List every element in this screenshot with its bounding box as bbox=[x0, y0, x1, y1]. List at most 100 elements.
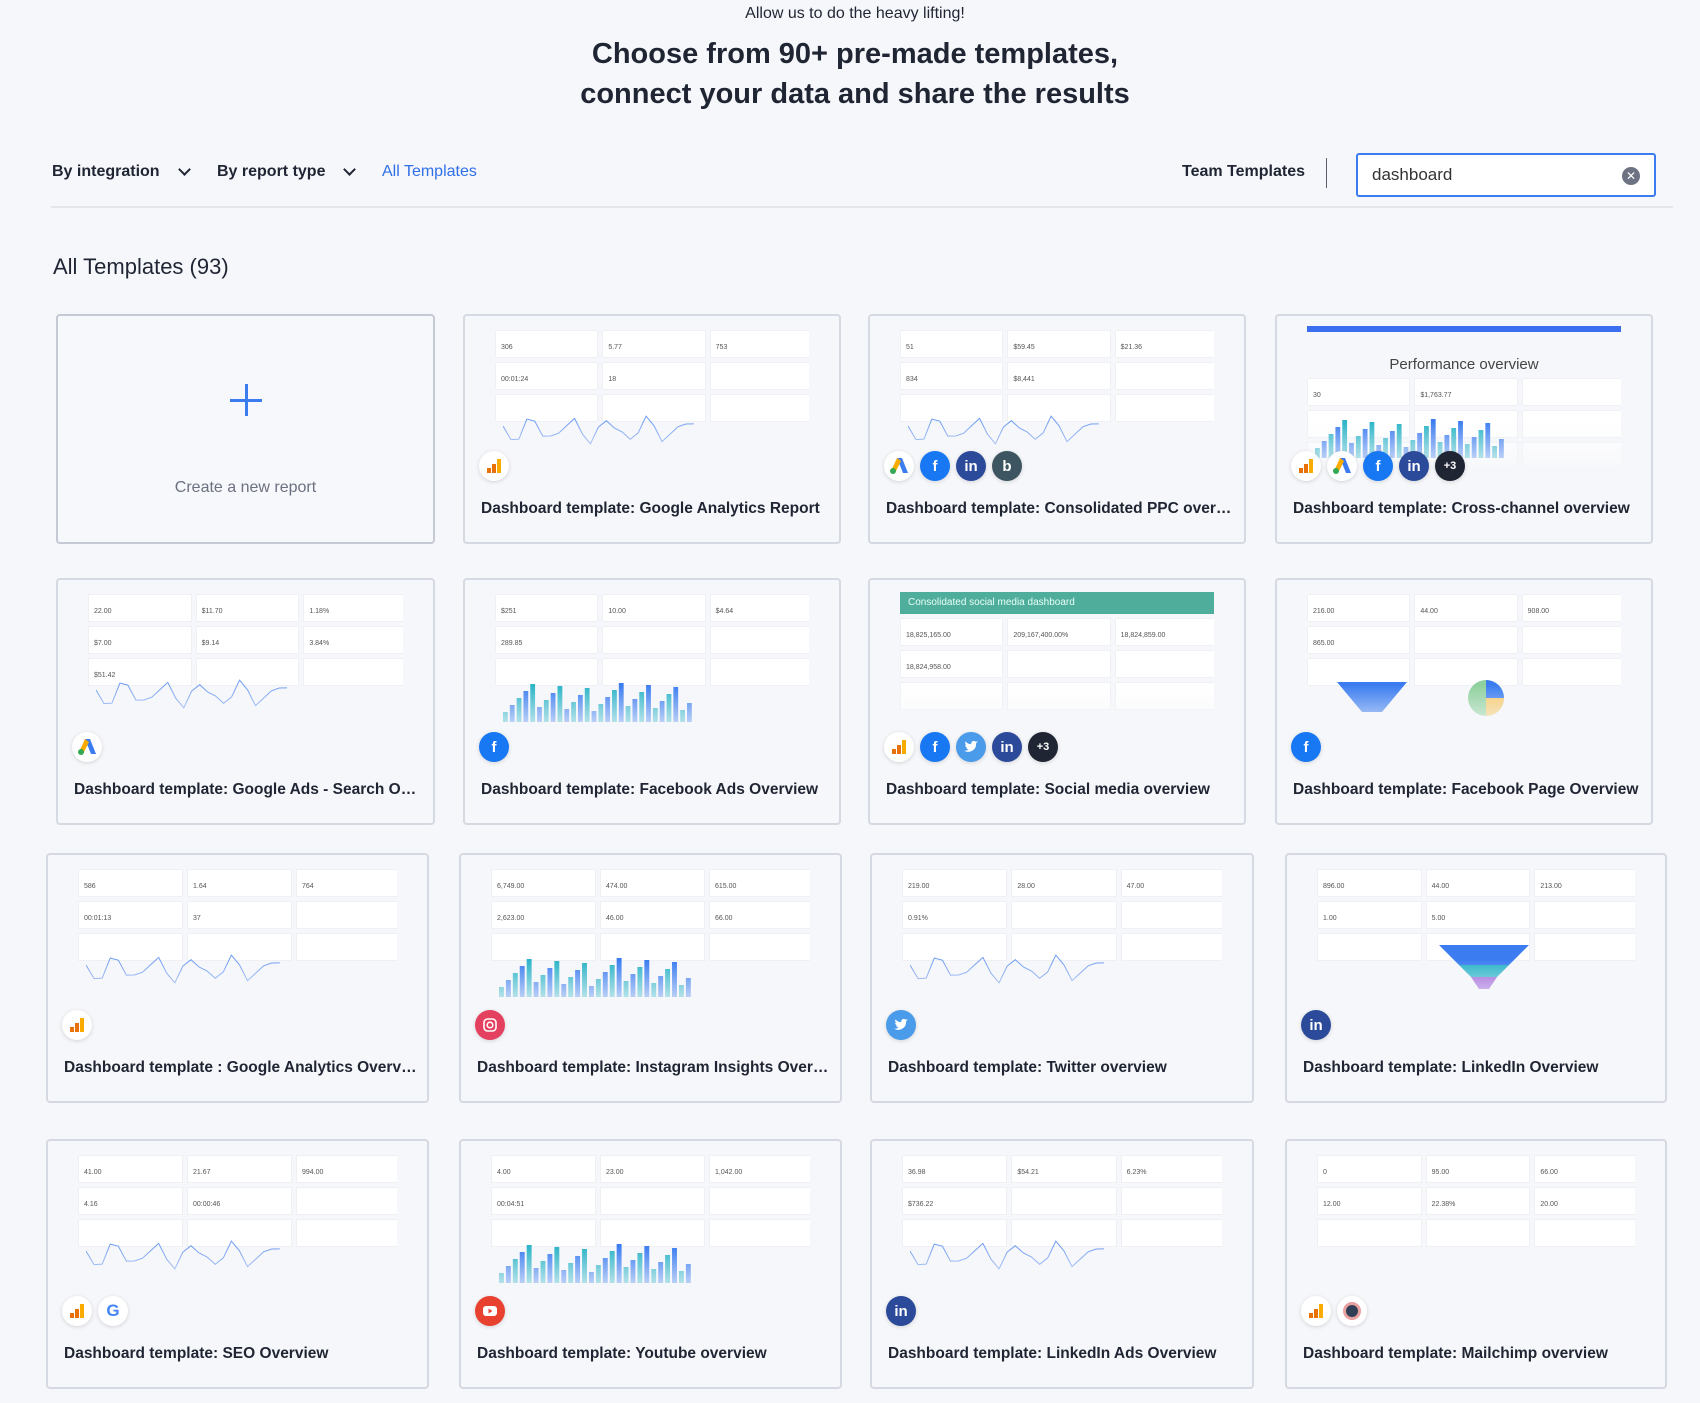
divider bbox=[1326, 158, 1327, 188]
preview-value: $54.21 bbox=[1017, 1169, 1039, 1176]
divider bbox=[51, 206, 1673, 208]
preview-value: 18,824,958.00 bbox=[906, 664, 951, 671]
create-new-report-card[interactable]: Create a new report bbox=[56, 314, 435, 544]
google-ads-icon bbox=[1327, 451, 1357, 481]
linkedin-icon: in bbox=[886, 1296, 916, 1326]
preview-tile bbox=[1534, 933, 1635, 961]
preview-value: 2,623.00 bbox=[497, 915, 525, 922]
preview-tile bbox=[88, 626, 192, 654]
template-card[interactable]: 22.00 $11.70 1.18% $7.00 $9.14 3.84% $51.42 Das… bbox=[56, 578, 435, 825]
preview-heading: Performance overview bbox=[1389, 356, 1539, 373]
linkedin-icon: in bbox=[1399, 451, 1429, 481]
filter-by-report-type[interactable]: By report type bbox=[217, 163, 357, 181]
template-title: Dashboard template: Social media overvie… bbox=[886, 781, 1210, 798]
team-templates-link[interactable]: Team Templates bbox=[1182, 163, 1306, 180]
facebook-icon: f bbox=[479, 732, 509, 762]
template-card[interactable]: Performance overview 30 $1,763.77 f in +3 Dash… bbox=[1275, 314, 1653, 544]
template-card[interactable]: 41.00 21.67 994.00 4.16 00:00:46 G Dashboard t… bbox=[46, 1139, 429, 1389]
template-title: Dashboard template: Google Analytics Rep… bbox=[481, 500, 820, 517]
preview-value: 66.00 bbox=[715, 915, 733, 922]
search-input[interactable] bbox=[1372, 165, 1612, 185]
integration-icons: in bbox=[886, 1296, 916, 1326]
integration-icons: f in +3 bbox=[1291, 451, 1465, 481]
preview-banner: Consolidated social media dashboard bbox=[900, 592, 1214, 614]
preview-value: 764 bbox=[302, 883, 314, 890]
preview-tile bbox=[1120, 1155, 1222, 1183]
integration-icons: in bbox=[1301, 1010, 1331, 1040]
template-card[interactable]: 216.00 44.00 908.00 865.00 f Dashboard templa… bbox=[1275, 578, 1653, 825]
template-card[interactable]: 51 $59.45 $21.36 834 $8,441 f in b Dashboard tem… bbox=[868, 314, 1246, 544]
template-preview: $251 10.00 $4.64 289.85 bbox=[495, 590, 809, 730]
preview-value: 3.84% bbox=[309, 640, 330, 647]
section-title: All Templates (93) bbox=[53, 254, 229, 279]
template-card[interactable]: 0 95.00 66.00 12.00 22.38% 20.00 Dashboard tem… bbox=[1285, 1139, 1667, 1389]
template-card[interactable]: 4.00 23.00 1,042.00 00:04:51 Dashboard templ… bbox=[459, 1139, 842, 1389]
preview-fade bbox=[1307, 421, 1621, 466]
template-preview: 219.00 28.00 47.00 0.91% bbox=[902, 865, 1222, 1005]
preview-value: 896.00 bbox=[1323, 883, 1345, 890]
clear-search-icon[interactable]: ✕ bbox=[1622, 167, 1640, 185]
preview-fade bbox=[495, 421, 809, 466]
facebook-icon: f bbox=[1363, 451, 1393, 481]
preview-value: 289.85 bbox=[501, 640, 523, 647]
google-icon: G bbox=[98, 1296, 128, 1326]
template-preview: 6,749.00 474.00 615.00 2,623.00 46.00 66.00 bbox=[491, 865, 810, 1005]
preview-fade bbox=[1317, 960, 1635, 1005]
integration-icons bbox=[62, 1010, 92, 1040]
preview-tile bbox=[1425, 1155, 1531, 1183]
template-card[interactable]: 36.98 $54.21 6.23% $736.22 in Dashboard templ… bbox=[870, 1139, 1254, 1389]
preview-value: $1,763.77 bbox=[1420, 392, 1452, 399]
preview-tile bbox=[495, 362, 599, 390]
preview-tile bbox=[600, 869, 705, 897]
preview-value: 5.77 bbox=[608, 344, 622, 351]
linkedin-icon: in bbox=[956, 451, 986, 481]
preview-value: 47.00 bbox=[1126, 883, 1145, 890]
filter-all-templates[interactable]: All Templates bbox=[382, 163, 477, 180]
template-card[interactable]: 219.00 28.00 47.00 0.91% Dashboard template:… bbox=[870, 853, 1254, 1103]
preview-value: 908.00 bbox=[1527, 608, 1550, 615]
twitter-icon bbox=[886, 1010, 916, 1040]
integration-icons bbox=[72, 732, 102, 762]
preview-value: 586 bbox=[84, 883, 96, 890]
preview-value: 994.00 bbox=[302, 1169, 324, 1176]
preview-tile bbox=[303, 594, 403, 622]
template-title: Dashboard template: LinkedIn Ads Overvie… bbox=[888, 1345, 1217, 1362]
template-title: Dashboard template: Youtube overview bbox=[477, 1345, 767, 1362]
preview-tile bbox=[303, 658, 403, 686]
integration-icons bbox=[886, 1010, 916, 1040]
preview-tile bbox=[709, 933, 810, 961]
template-card[interactable]: $251 10.00 $4.64 289.85 f Dashboard template:… bbox=[463, 578, 841, 825]
search-box[interactable]: ✕ bbox=[1356, 153, 1656, 197]
preview-tile bbox=[709, 1155, 810, 1183]
preview-value: 30 bbox=[1313, 392, 1321, 399]
preview-tile bbox=[1007, 362, 1111, 390]
preview-tile bbox=[1414, 594, 1518, 622]
preview-value: 1.18% bbox=[309, 608, 330, 615]
template-card[interactable]: 586 1.64 764 00:01:13 37 Dashboard template :… bbox=[46, 853, 429, 1103]
template-card[interactable]: 896.00 44.00 213.00 1.00 5.00 in Dashboard tem… bbox=[1285, 853, 1667, 1103]
preview-value: 36.98 bbox=[908, 1169, 926, 1176]
preview-tile bbox=[495, 330, 599, 358]
template-preview: 36.98 $54.21 6.23% $736.22 bbox=[902, 1151, 1222, 1291]
template-title: Dashboard template: Facebook Ads Overvie… bbox=[481, 781, 819, 798]
preview-value: 6,749.00 bbox=[497, 883, 525, 890]
preview-tile bbox=[195, 594, 300, 622]
preview-value: 834 bbox=[906, 376, 918, 383]
template-preview: 41.00 21.67 994.00 4.16 00:00:46 bbox=[78, 1151, 397, 1291]
preview-value: 00:04:51 bbox=[497, 1201, 525, 1208]
filter-by-integration[interactable]: By integration bbox=[52, 163, 191, 181]
preview-value: 21.67 bbox=[193, 1169, 211, 1176]
template-card[interactable]: 6,749.00 474.00 615.00 2,623.00 46.00 66.00 Da… bbox=[459, 853, 842, 1103]
preview-tile bbox=[1425, 869, 1531, 897]
template-card[interactable]: Consolidated social media dashboard 18,82… bbox=[868, 578, 1246, 825]
preview-value: 474.00 bbox=[606, 883, 628, 890]
template-title: Dashboard template : Google Analytics Ov… bbox=[64, 1059, 417, 1076]
preview-tile bbox=[1011, 1155, 1117, 1183]
preview-tile bbox=[495, 658, 599, 686]
preview-tile bbox=[602, 594, 706, 622]
preview-tile bbox=[1534, 901, 1635, 929]
template-card[interactable]: 306 5.77 753 00:01:24 18 Dashboard template: … bbox=[463, 314, 841, 544]
preview-tile bbox=[902, 901, 1008, 929]
preview-tile bbox=[709, 362, 809, 390]
template-title: Dashboard template: Instagram Insights O… bbox=[477, 1059, 830, 1076]
